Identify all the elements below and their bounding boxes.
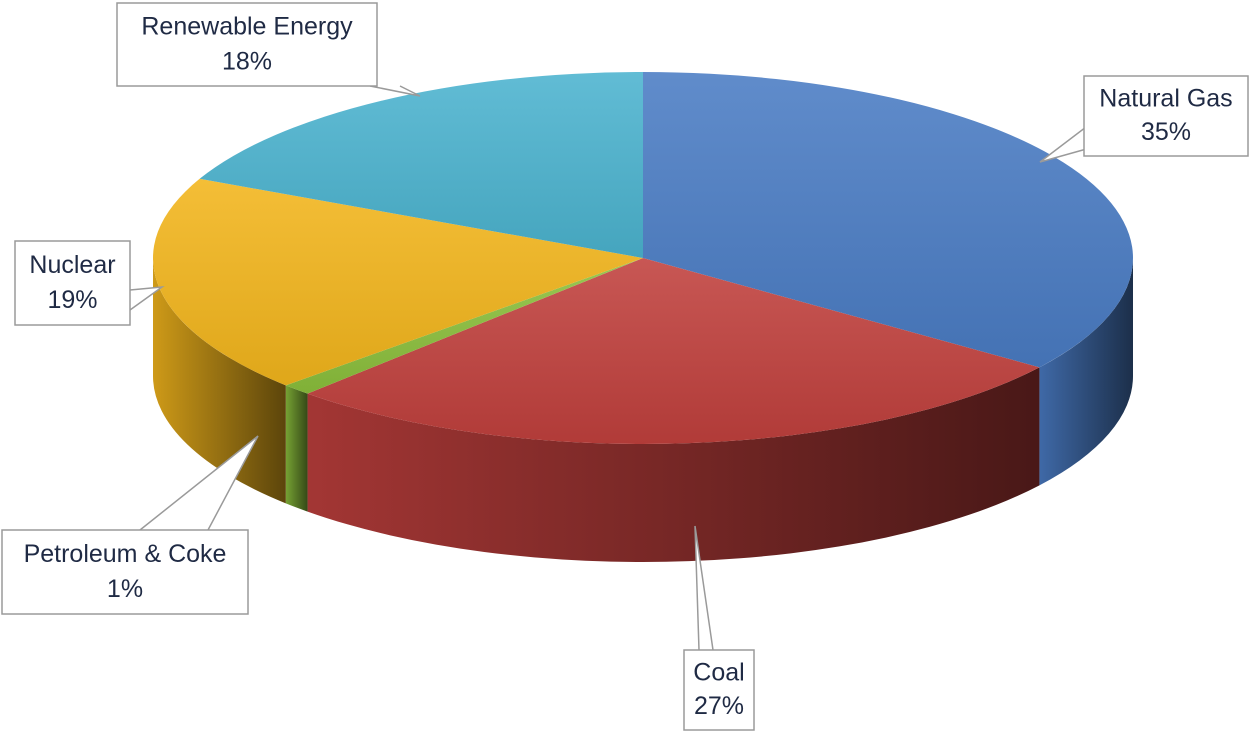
callout-coal: Coal 27% (683, 525, 755, 731)
callout-value-renewable-energy: 18% (222, 47, 272, 75)
callout-box-nuclear (14, 240, 131, 326)
callout-natural-gas: Natural Gas 35% (1039, 75, 1249, 163)
callout-value-nuclear: 19% (47, 286, 97, 314)
callout-pointer-petroleum-coke (139, 435, 259, 531)
callout-renewable-energy: Renewable Energy 18% (116, 2, 421, 97)
callout-box-renewable-energy (116, 2, 378, 87)
callout-label-coal: Coal (693, 659, 744, 687)
callout-box-natural-gas (1083, 75, 1249, 157)
pie-top-faces (152, 72, 1133, 445)
callout-label-natural-gas: Natural Gas (1099, 85, 1232, 113)
callout-label-renewable-energy: Renewable Energy (141, 13, 353, 41)
callout-box-coal (683, 649, 755, 731)
side-wall-petroleum-coke (285, 385, 308, 512)
callout-pointer-renewable-energy (369, 85, 421, 97)
callout-petroleum-coke: Petroleum & Coke 1% (1, 435, 259, 615)
slice-nuclear (152, 178, 643, 386)
callout-pointer-nuclear (129, 285, 165, 311)
callout-pointer-coal (694, 525, 714, 651)
callout-value-coal: 27% (694, 692, 744, 720)
callout-box-petroleum-coke (1, 529, 249, 615)
callout-pointer-natural-gas (1039, 123, 1091, 163)
callout-value-natural-gas: 35% (1141, 118, 1191, 146)
callout-label-petroleum-coke: Petroleum & Coke (24, 540, 227, 568)
callout-value-petroleum-coke: 1% (107, 575, 143, 603)
slice-natural-gas (643, 72, 1133, 368)
side-wall-natural-gas (1039, 258, 1133, 486)
callout-nuclear: Nuclear 19% (14, 240, 165, 326)
slice-coal (307, 258, 1040, 445)
slice-renewable-energy (199, 72, 643, 258)
side-wall-coal (307, 367, 1040, 562)
callout-label-nuclear: Nuclear (29, 251, 115, 279)
slice-petroleum-coke (285, 258, 643, 394)
